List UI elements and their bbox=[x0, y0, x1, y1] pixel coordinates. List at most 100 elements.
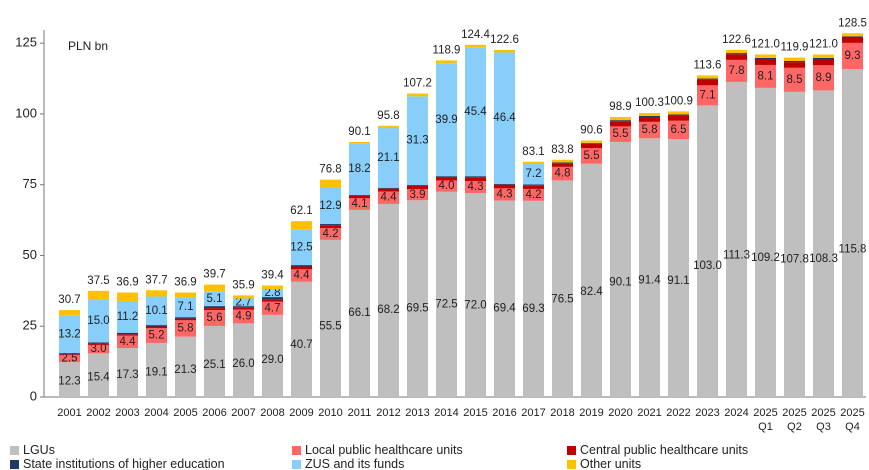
data-label: 111.3 bbox=[723, 249, 750, 261]
bar-segment bbox=[59, 353, 80, 355]
x-tick-label: 2025 Q2 bbox=[782, 407, 807, 433]
bar-segment bbox=[117, 301, 138, 333]
bar-segment bbox=[320, 179, 341, 188]
data-label: 115.8 bbox=[839, 244, 867, 256]
x-tick-label: 2014 bbox=[434, 407, 459, 419]
data-label: 55.5 bbox=[319, 320, 341, 332]
total-label: 83.1 bbox=[522, 146, 544, 158]
bar-segment bbox=[610, 117, 631, 121]
legend-item: Central public healthcare units bbox=[567, 443, 748, 457]
bar-segment bbox=[784, 60, 805, 63]
x-tick-label: 2025 Q1 bbox=[753, 407, 778, 433]
data-label: 25.1 bbox=[203, 359, 225, 371]
total-label: 37.5 bbox=[87, 275, 109, 287]
data-label: 107.8 bbox=[780, 254, 809, 266]
x-tick-label: 2004 bbox=[144, 407, 169, 419]
bar-segment bbox=[378, 128, 399, 188]
data-label: 15.0 bbox=[87, 315, 109, 327]
data-label: 66.1 bbox=[348, 307, 370, 319]
bar-segment bbox=[494, 183, 515, 185]
legend-swatch bbox=[567, 459, 576, 469]
data-label: 4.4 bbox=[294, 270, 311, 282]
data-label: 4.9 bbox=[236, 310, 252, 322]
legend-label: State institutions of higher education bbox=[23, 457, 225, 470]
bar-segment bbox=[842, 37, 863, 43]
data-label: 91.4 bbox=[638, 275, 661, 287]
bar-segment bbox=[552, 163, 573, 167]
bar-segment bbox=[233, 298, 254, 307]
bar-segment bbox=[291, 281, 312, 397]
data-label: 7.1 bbox=[700, 89, 716, 101]
legend-swatch bbox=[10, 445, 19, 455]
data-label: 4.4 bbox=[120, 336, 137, 348]
data-label: 5.6 bbox=[207, 312, 223, 324]
total-label: 113.6 bbox=[694, 59, 722, 71]
bar-segment bbox=[842, 36, 863, 38]
bar-segment bbox=[668, 115, 689, 121]
data-label: 4.7 bbox=[265, 302, 281, 314]
x-tick-label: 2017 bbox=[521, 407, 546, 419]
bar-segment bbox=[552, 166, 573, 181]
data-label: 21.1 bbox=[377, 152, 399, 164]
bar-segment bbox=[465, 176, 486, 178]
bar-segment bbox=[291, 229, 312, 266]
bar-segment bbox=[436, 191, 457, 397]
bar-segment bbox=[436, 176, 457, 178]
x-tick-label: 2022 bbox=[666, 407, 691, 419]
bar-segment bbox=[726, 81, 747, 397]
bar-segment bbox=[59, 362, 80, 397]
data-label: 18.2 bbox=[348, 163, 370, 175]
legend-item: State institutions of higher education bbox=[10, 457, 225, 470]
data-label: 72.5 bbox=[435, 299, 457, 311]
bar-segment bbox=[175, 292, 196, 298]
bar-segment bbox=[262, 299, 283, 302]
data-label: 109.2 bbox=[751, 252, 780, 264]
bar-segment bbox=[291, 266, 312, 270]
bar-segment bbox=[175, 320, 196, 337]
total-label: 98.9 bbox=[609, 101, 631, 113]
total-label: 90.1 bbox=[348, 126, 370, 138]
data-label: 11.2 bbox=[117, 311, 139, 323]
bar-segment bbox=[726, 54, 747, 60]
bar-segment bbox=[581, 163, 602, 397]
data-label: 76.5 bbox=[551, 294, 573, 306]
legend-item: LGUs bbox=[10, 443, 55, 457]
data-label: 5.2 bbox=[149, 330, 165, 342]
data-label: 69.4 bbox=[493, 303, 516, 315]
total-label: 62.1 bbox=[290, 205, 312, 217]
data-label: 26.0 bbox=[232, 358, 254, 370]
bar-segment bbox=[610, 126, 631, 142]
data-label: 69.3 bbox=[522, 303, 544, 315]
bar-segment bbox=[668, 139, 689, 397]
x-tick-label: 2013 bbox=[405, 407, 430, 419]
data-label: 72.0 bbox=[464, 299, 486, 311]
bar-segment bbox=[146, 325, 167, 327]
bar-segment bbox=[581, 140, 602, 144]
data-label: 12.5 bbox=[290, 241, 312, 253]
x-tick-label: 2025 Q4 bbox=[840, 407, 865, 433]
bar-segment bbox=[842, 33, 863, 37]
data-label: 5.5 bbox=[584, 150, 600, 162]
data-label: 5.8 bbox=[642, 124, 658, 136]
data-label: 4.1 bbox=[352, 198, 368, 210]
total-label: 128.5 bbox=[838, 17, 867, 29]
legend-swatch bbox=[567, 445, 576, 455]
bar-segment bbox=[175, 297, 196, 318]
bar-segment bbox=[204, 308, 225, 311]
bar-segment bbox=[320, 225, 341, 229]
legend-swatch bbox=[292, 445, 301, 455]
bar-segment bbox=[233, 323, 254, 397]
bar-segment bbox=[117, 334, 138, 336]
total-label: 39.7 bbox=[203, 269, 225, 281]
bar-segment bbox=[726, 49, 747, 54]
legend-label: Central public healthcare units bbox=[580, 443, 749, 457]
legend-swatch bbox=[10, 459, 19, 469]
data-label: 4.4 bbox=[381, 192, 398, 204]
bar-segment bbox=[697, 105, 718, 397]
bar-segment bbox=[117, 348, 138, 397]
data-label: 108.3 bbox=[809, 253, 838, 265]
bar-segment bbox=[407, 189, 428, 201]
bar-segment bbox=[88, 342, 109, 344]
bar-segment bbox=[755, 57, 776, 60]
